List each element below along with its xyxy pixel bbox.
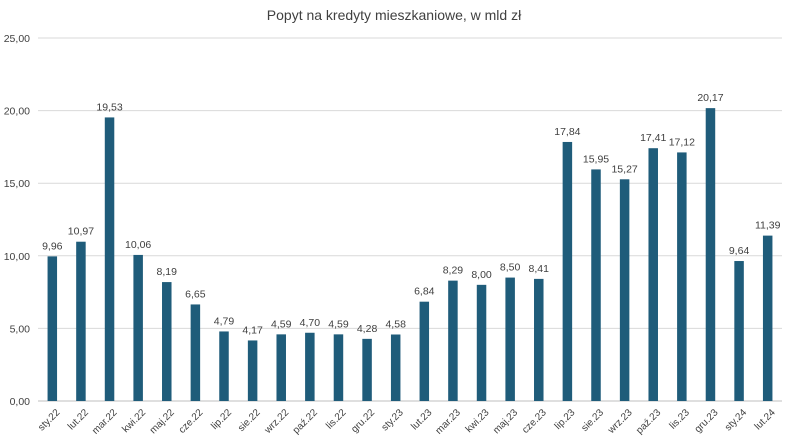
bar [219, 331, 229, 401]
bar [276, 334, 286, 401]
x-tick-label: lis.22 [324, 407, 349, 432]
bar [648, 148, 658, 401]
bar [305, 332, 315, 401]
x-tick-label: maj.23 [491, 407, 520, 436]
x-tick-label: lut.22 [66, 407, 91, 432]
x-tick-label: cze.22 [177, 407, 206, 436]
x-tick-label: wrz.23 [605, 407, 635, 437]
x-tick-label: gru.23 [693, 407, 721, 435]
y-tick-label: 5,00 [10, 323, 31, 335]
x-tick-label: lis.23 [668, 407, 693, 432]
bar [190, 304, 201, 401]
x-tick-label: lip.23 [553, 407, 578, 432]
data-label: 4,17 [242, 324, 263, 336]
data-label: 8,19 [157, 266, 178, 278]
bar [562, 141, 573, 401]
data-label: 4,58 [385, 318, 406, 330]
bar [76, 241, 86, 401]
x-tick-label: sty.22 [36, 407, 62, 433]
bar [476, 284, 487, 401]
data-label: 8,41 [529, 263, 550, 275]
x-tick-label: lut.23 [409, 407, 434, 432]
bar [677, 152, 687, 401]
x-tick-label: kwi.22 [120, 407, 148, 435]
grid-layer [38, 37, 782, 402]
y-tick-label: 0,00 [10, 396, 31, 408]
bar [390, 334, 401, 401]
y-tick-label: 10,00 [4, 251, 30, 263]
bar [362, 338, 372, 401]
bar [705, 108, 716, 402]
y-tick-label: 15,00 [4, 178, 30, 190]
data-label: 10,06 [125, 239, 151, 251]
x-tick-label: wrz.22 [262, 407, 292, 437]
bar [591, 169, 601, 401]
data-label: 4,59 [328, 318, 349, 330]
x-tick-label: sie.22 [236, 407, 263, 434]
data-label: 6,84 [414, 286, 435, 298]
bar [505, 277, 515, 401]
bar [133, 254, 143, 401]
data-label: 19,53 [96, 101, 122, 113]
x-tick-label: sty.23 [380, 407, 406, 433]
bar [104, 117, 115, 401]
x-tick-label: maj.22 [148, 407, 177, 436]
data-label-layer: 9,96 10,97 19,53 10,06 8,19 6,65 4,79 4,17 4,59 4… [42, 92, 781, 336]
data-label: 9,96 [42, 240, 63, 252]
x-tick-label: mar.22 [90, 407, 120, 437]
data-label: 6,65 [185, 288, 206, 300]
data-label: 10,97 [68, 226, 94, 238]
data-label: 4,28 [357, 323, 378, 335]
x-tick-label: lut.24 [753, 407, 778, 432]
bar [734, 261, 744, 401]
bar [47, 256, 58, 401]
bar [762, 235, 773, 401]
data-label: 20,17 [697, 92, 723, 104]
data-label: 17,41 [640, 132, 666, 144]
bar-layer [47, 108, 773, 402]
data-label: 17,12 [669, 136, 695, 148]
data-label: 9,64 [729, 245, 750, 257]
bar [333, 334, 344, 401]
x-tick-label: paź.23 [634, 407, 663, 436]
x-axis-tick-labels: sty.22 lut.22 mar.22 kwi.22 maj.22 cze.22 lip.… [36, 407, 778, 437]
x-tick-label: cze.23 [520, 407, 549, 436]
x-tick-label: paź.22 [291, 407, 320, 436]
x-tick-label: gru.22 [349, 407, 377, 435]
data-label: 15,27 [611, 163, 637, 175]
x-tick-label: sty.24 [723, 407, 749, 433]
x-tick-label: mar.23 [434, 407, 464, 437]
bar [619, 179, 630, 401]
y-axis-tick-labels: 0,00 5,00 10,00 15,00 20,00 25,00 [4, 33, 30, 408]
x-tick-label: kwi.23 [464, 407, 492, 435]
data-label: 8,00 [471, 269, 492, 281]
bar [419, 301, 430, 401]
y-tick-label: 20,00 [4, 106, 30, 118]
chart-title: Popyt na kredyty mieszkaniowe, w mld zł [266, 7, 522, 23]
data-label: 4,70 [300, 317, 321, 329]
data-label: 8,50 [500, 262, 521, 274]
data-label: 15,95 [583, 153, 609, 165]
x-tick-label: sie.23 [579, 407, 606, 434]
data-label: 17,84 [554, 126, 580, 138]
bar [247, 340, 258, 401]
data-label: 8,29 [443, 265, 464, 277]
data-label: 4,79 [214, 315, 235, 327]
data-label: 4,59 [271, 318, 292, 330]
bar [448, 280, 458, 401]
bar [162, 282, 172, 401]
y-tick-label: 25,00 [4, 33, 30, 45]
x-tick-label: lip.22 [209, 407, 234, 432]
bar [534, 278, 544, 401]
data-label: 11,39 [755, 220, 781, 232]
